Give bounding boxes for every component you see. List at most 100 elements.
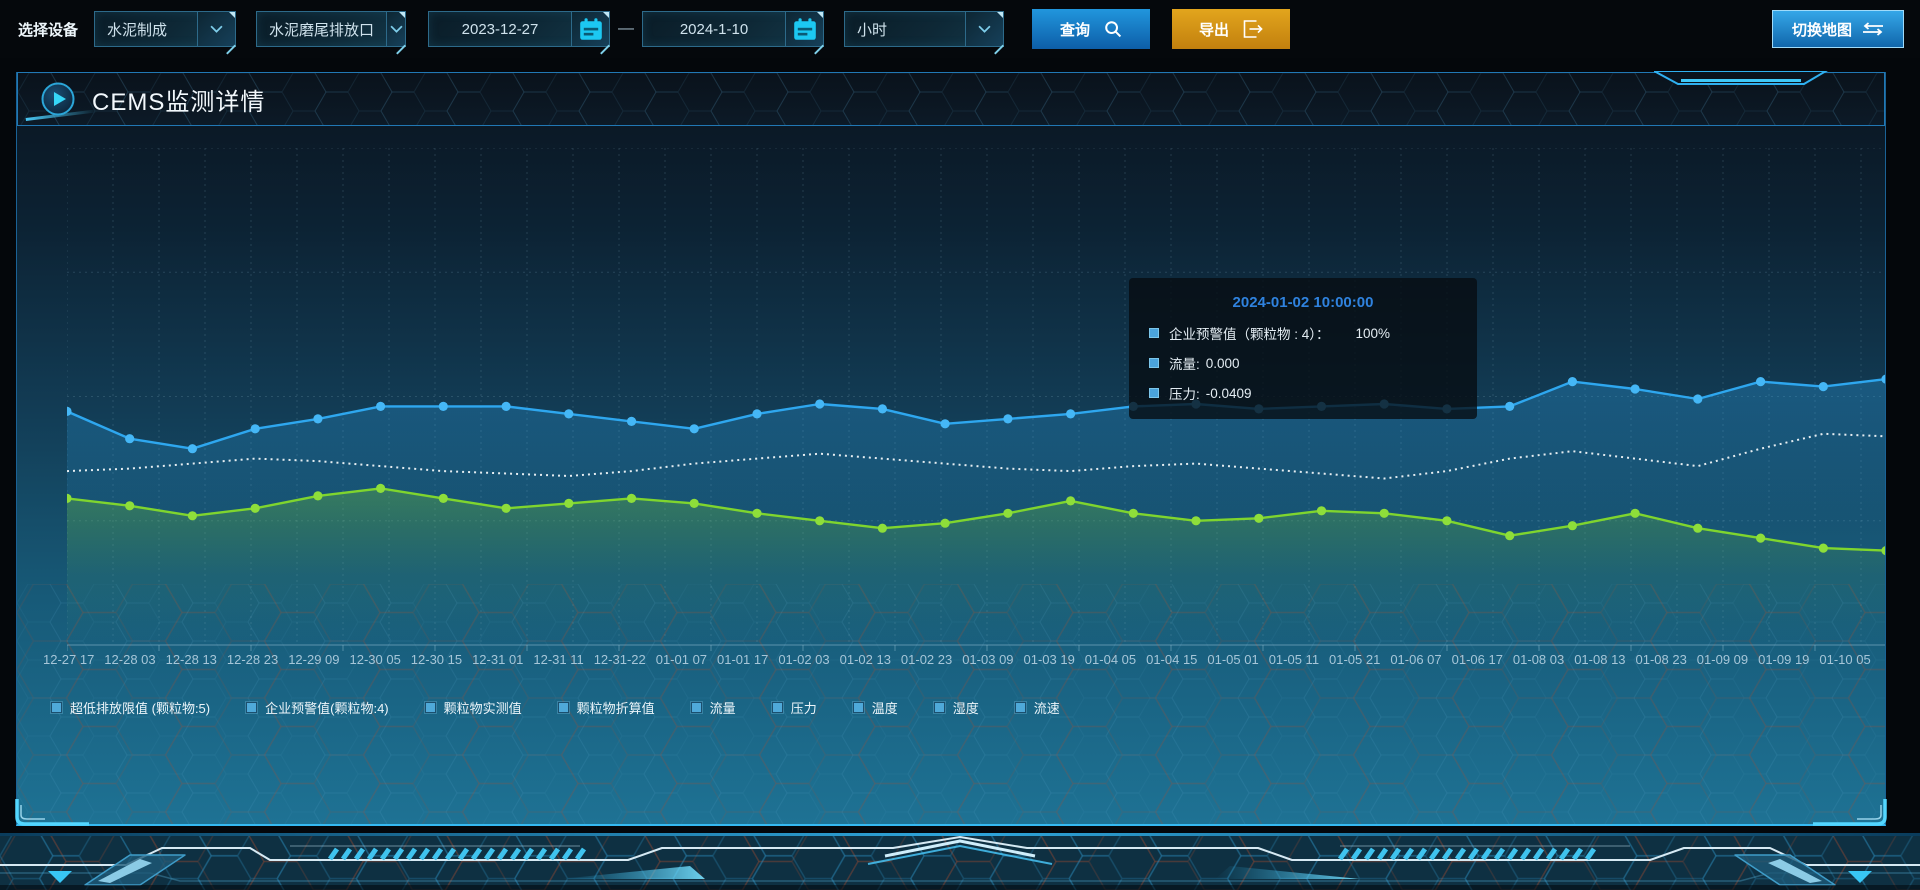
date-range-separator: — (618, 20, 635, 37)
x-axis-label: 01-08 23 (1635, 652, 1687, 667)
header-notch-decoration (1654, 71, 1828, 85)
legend-item-label: 流速 (1033, 701, 1060, 716)
legend-item[interactable]: 流速 (1014, 698, 1060, 717)
tooltip-row-label: 压力: (1169, 387, 1200, 402)
x-axis-label: 01-02 03 (778, 652, 830, 667)
x-axis-label: 12-28 13 (165, 652, 217, 667)
legend-item-label: 湿度 (952, 701, 979, 716)
swap-icon (1863, 22, 1883, 36)
legend-item-label: 压力 (790, 701, 817, 716)
query-button-label: 查询 (1060, 21, 1091, 39)
legend-item-label: 温度 (871, 701, 898, 716)
legend-item-label: 企业预警值(颗粒物:4) (265, 701, 389, 716)
legend-marker-icon (51, 702, 62, 713)
tooltip-row-label: 企业预警值（颗粒物 : 4）： (1169, 327, 1330, 342)
x-axis-label: 01-10 05 (1819, 652, 1871, 667)
x-axis-label: 01-09 19 (1758, 652, 1810, 667)
legend-marker-icon (424, 702, 436, 713)
legend-item[interactable]: 颗粒物实测值 (424, 698, 522, 717)
end-date-input[interactable]: 2024-1-10 (642, 11, 825, 47)
x-axis-labels: 12-27 17 12-28 03 12-28 13 12-28 23 12-29 09… (43, 652, 1871, 667)
legend-item[interactable]: 流量 (690, 698, 736, 717)
export-icon (1243, 20, 1263, 38)
legend-item[interactable]: 温度 (852, 698, 898, 717)
interval-select-value: 小时 (857, 21, 888, 39)
chart-tooltip: 2024-01-02 10:00:00 企业预警值（颗粒物 : 4）： 100% 流… (1129, 278, 1477, 419)
tooltip-series-marker-icon (1149, 388, 1159, 398)
x-axis-label: 12-31 01 (472, 652, 524, 667)
x-axis-label: 01-03 09 (962, 652, 1014, 667)
x-axis-label: 01-06 17 (1451, 652, 1503, 667)
legend-marker-icon (852, 702, 864, 713)
tooltip-row-value: 0.000 (1205, 355, 1240, 371)
start-date-input[interactable]: 2023-12-27 (428, 11, 611, 47)
tooltip-series-marker-icon (1149, 328, 1159, 338)
x-axis-label: 01-03 19 (1023, 652, 1075, 667)
tooltip-row-label: 流量: (1169, 357, 1200, 372)
tooltip-series-marker-icon (1149, 358, 1159, 368)
x-axis-label: 01-05 11 (1268, 652, 1320, 667)
query-button[interactable]: 查询 (1032, 9, 1151, 49)
legend-marker-icon (1014, 702, 1026, 713)
tooltip-row: 流量: 0.000 (1149, 353, 1457, 373)
panel-title: CEMS监测详情 (92, 88, 266, 116)
x-axis-label: 01-08 13 (1574, 652, 1626, 667)
legend-item-label: 颗粒物折算值 (576, 701, 655, 716)
legend-item[interactable]: 湿度 (933, 698, 979, 717)
x-axis-label: 01-08 03 (1512, 652, 1565, 667)
toolbar: 选择设备 水泥制成 水泥磨尾排放口 2023-12-27 — 2024-1-10… (0, 0, 1920, 58)
tooltip-row-value: 100% (1355, 325, 1391, 341)
outlet-select-value: 水泥磨尾排放口 (269, 21, 375, 39)
legend-marker-icon (246, 702, 258, 713)
legend-item-label: 超低排放限值 (颗粒物:5) (70, 701, 211, 716)
x-axis-label: 01-09 09 (1696, 652, 1749, 667)
switch-map-button[interactable]: 切换地图 (1772, 10, 1904, 48)
chevron-down-icon[interactable] (965, 12, 1004, 46)
device-line-select[interactable]: 水泥制成 (94, 11, 237, 47)
legend-marker-icon (557, 702, 569, 713)
search-icon (1105, 21, 1122, 38)
chevron-down-icon[interactable] (386, 12, 406, 46)
tooltip-row: 压力: -0.0409 (1149, 383, 1457, 403)
x-axis-label: 12-31 11 (533, 652, 584, 667)
cems-panel: CEMS监测详情 12-27 17 12-28 03 12-28 13 12-28 2… (15, 71, 1887, 826)
tooltip-rows: 企业预警值（颗粒物 : 4）： 100% 流量: 0.000 压力: -0.0409 (1149, 323, 1457, 403)
legend-item-label: 流量 (709, 701, 736, 716)
export-button[interactable]: 导出 (1172, 9, 1291, 49)
legend-item[interactable]: 压力 (771, 698, 817, 717)
calendar-icon[interactable] (571, 12, 610, 46)
legend-marker-icon (771, 702, 783, 713)
x-axis-label: 01-04 05 (1084, 652, 1137, 667)
line-chart[interactable] (67, 148, 1885, 654)
header-hex-pattern (18, 73, 1884, 125)
tooltip-row: 企业预警值（颗粒物 : 4）： 100% (1149, 323, 1457, 343)
export-button-label: 导出 (1199, 21, 1230, 39)
legend-marker-icon (933, 702, 945, 713)
bottom-hud-decoration (0, 833, 1920, 890)
switch-map-button-label: 切换地图 (1791, 21, 1852, 39)
x-axis-label: 12-30 15 (410, 652, 463, 667)
x-axis-label: 01-06 07 (1390, 652, 1442, 667)
chevron-down-icon[interactable] (197, 12, 236, 46)
legend-item[interactable]: 颗粒物折算值 (557, 698, 655, 717)
interval-select[interactable]: 小时 (844, 11, 1005, 47)
x-axis-label: 12-27 17 (43, 652, 95, 667)
chart-legend: 超低排放限值 (颗粒物:5) 企业预警值(颗粒物:4) 颗粒物实测值 颗粒物折算值 流量… (51, 698, 1060, 717)
tooltip-row-value: -0.0409 (1205, 385, 1252, 401)
chart-area[interactable]: 12-27 17 12-28 03 12-28 13 12-28 23 12-29 09… (17, 126, 1885, 824)
x-axis-label: 12-28 03 (104, 652, 156, 667)
calendar-icon[interactable] (785, 12, 824, 46)
legend-item[interactable]: 超低排放限值 (颗粒物:5) (51, 698, 210, 717)
panel-header: CEMS监测详情 (17, 71, 1885, 126)
outlet-select[interactable]: 水泥磨尾排放口 (256, 11, 407, 47)
legend-item[interactable]: 企业预警值(颗粒物:4) (246, 698, 389, 717)
x-axis-label: 01-02 13 (839, 652, 891, 667)
tooltip-title: 2024-01-02 10:00:00 (1232, 294, 1374, 311)
x-axis-label: 01-05 21 (1329, 652, 1381, 667)
end-date-value: 2024-1-10 (679, 20, 749, 38)
x-axis-label: 01-02 23 (900, 652, 953, 667)
start-date-value: 2023-12-27 (461, 20, 539, 38)
legend-marker-icon (690, 702, 702, 713)
play-icon (41, 82, 75, 116)
x-axis-label: 01-05 01 (1207, 652, 1259, 667)
